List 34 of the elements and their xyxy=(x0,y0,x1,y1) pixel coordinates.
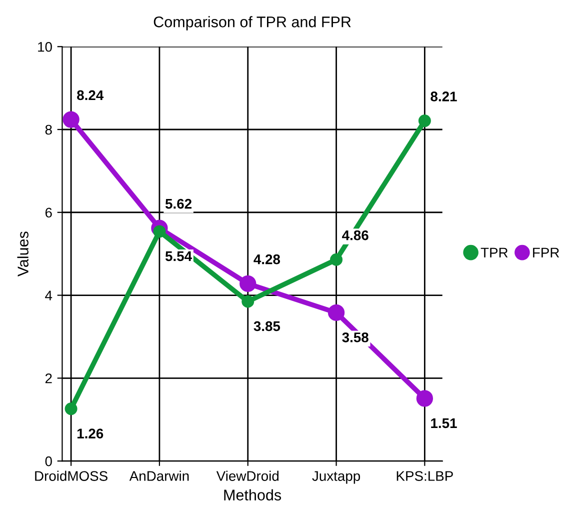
x-tick-label: ViewDroid xyxy=(216,470,278,481)
chart-title: Comparison of TPR and FPR xyxy=(154,16,351,30)
data-label: 4.86 xyxy=(342,230,368,240)
data-label: 5.54 xyxy=(165,251,192,262)
data-label: 4.28 xyxy=(254,254,280,264)
y-tick-label: 8 xyxy=(45,124,52,135)
point xyxy=(328,304,345,321)
y-axis-title: Values xyxy=(17,232,28,277)
x-tick-label: AnDarwin xyxy=(129,470,189,481)
data-label: 8.24 xyxy=(77,90,104,100)
data-label: 1.51 xyxy=(431,418,457,428)
point xyxy=(64,402,78,416)
data-label: 3.58 xyxy=(342,332,368,342)
point xyxy=(62,111,80,128)
data-label: 1.26 xyxy=(77,428,104,438)
x-tick-label: Juxtapp xyxy=(312,471,360,484)
x-tick-label: KPS:LBP xyxy=(396,471,453,481)
data-label: 8.21 xyxy=(430,92,457,102)
point xyxy=(416,390,434,407)
point xyxy=(418,114,431,128)
point xyxy=(240,275,256,292)
data-label: 5.62 xyxy=(165,198,192,209)
y-tick-label: 6 xyxy=(45,208,52,218)
legend-label: TPR xyxy=(480,248,508,258)
legend-label: FPR xyxy=(533,248,560,258)
point xyxy=(330,253,343,266)
y-tick-label: 0 xyxy=(45,456,52,466)
y-tick-label: 2 xyxy=(45,373,52,384)
x-tick-label: DroidMOSS xyxy=(35,470,108,481)
point xyxy=(242,295,254,308)
x-axis-title: Methods xyxy=(224,489,282,500)
y-tick-label: 4 xyxy=(45,290,52,300)
y-tick-label: 10 xyxy=(38,42,52,52)
data-label: 3.85 xyxy=(254,321,280,332)
